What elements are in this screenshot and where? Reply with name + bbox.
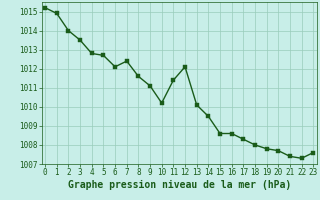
- X-axis label: Graphe pression niveau de la mer (hPa): Graphe pression niveau de la mer (hPa): [68, 180, 291, 190]
